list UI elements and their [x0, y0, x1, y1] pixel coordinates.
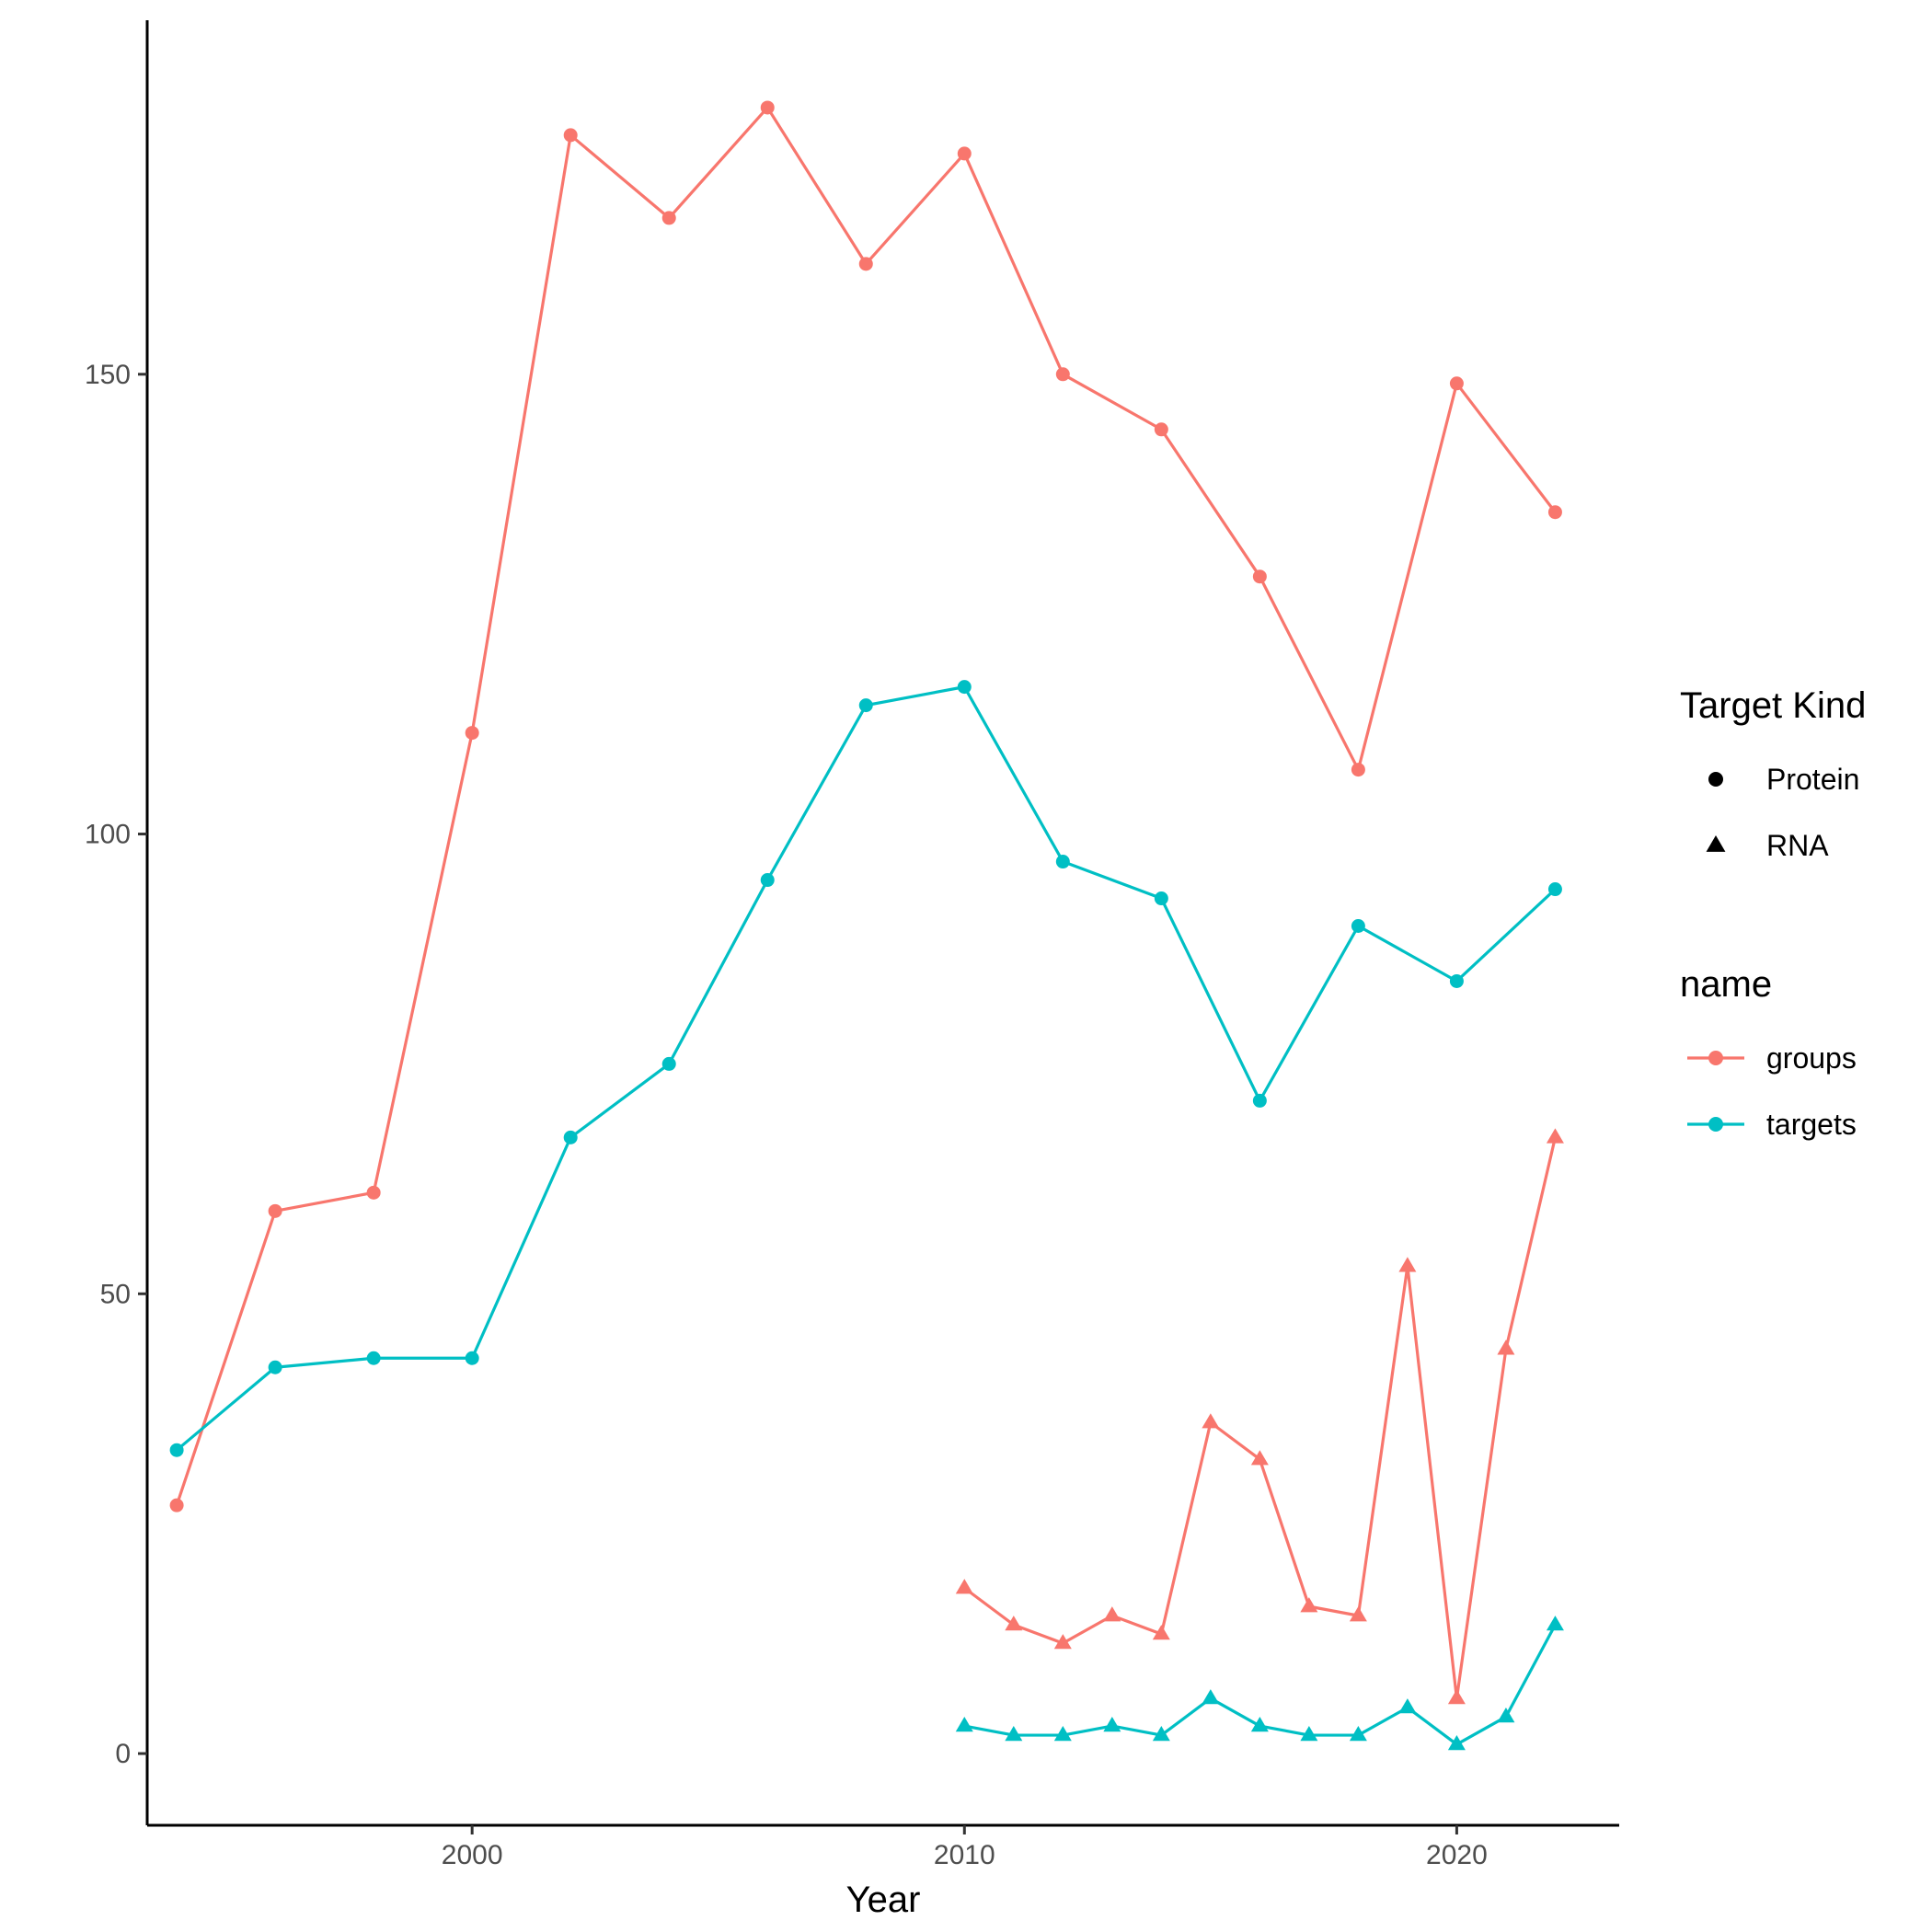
data-point-targets-rna-2018 [1349, 1726, 1367, 1742]
data-point-groups-protein-2016 [1252, 569, 1267, 584]
data-point-targets-protein-2016 [1252, 1093, 1267, 1108]
data-point-targets-protein-1996 [268, 1360, 282, 1374]
data-point-groups-protein-1998 [366, 1185, 381, 1200]
data-point-targets-protein-2008 [858, 698, 873, 713]
data-point-targets-rna-2011 [1005, 1726, 1023, 1742]
data-point-groups-protein-2002 [563, 128, 578, 143]
data-point-targets-rna-2017 [1300, 1726, 1318, 1742]
data-point-groups-protein-2014 [1154, 422, 1168, 437]
legend-label-groups: groups [1766, 1041, 1857, 1075]
legend-key-rna [1706, 835, 1726, 852]
data-point-groups-rna-2013 [1103, 1606, 1121, 1622]
plot-area [169, 100, 1564, 1751]
data-point-groups-rna-2018 [1349, 1606, 1367, 1622]
series-line-groups-rna [963, 1137, 1557, 1700]
y-tick-label-100: 100 [85, 820, 131, 850]
data-point-targets-rna-2020 [1447, 1735, 1466, 1751]
data-point-groups-protein-2008 [858, 257, 873, 271]
data-point-targets-rna-2022 [1546, 1616, 1564, 1631]
data-point-groups-rna-2012 [1053, 1634, 1072, 1650]
data-point-groups-rna-2019 [1398, 1257, 1417, 1272]
data-point-groups-rna-2022 [1546, 1128, 1564, 1144]
y-tick-label-50: 50 [100, 1279, 131, 1309]
data-point-groups-protein-2010 [957, 146, 972, 161]
y-tick-label-150: 150 [85, 360, 131, 390]
data-point-groups-protein-2004 [661, 211, 676, 225]
data-point-groups-rna-2017 [1300, 1597, 1318, 1613]
data-point-groups-rna-2020 [1447, 1689, 1466, 1705]
data-point-targets-rna-2010 [955, 1717, 973, 1732]
series-line-targets-protein [176, 685, 1557, 1452]
data-point-groups-protein-2022 [1547, 505, 1562, 520]
data-point-groups-protein-2000 [465, 726, 479, 741]
legend-label-protein: Protein [1766, 763, 1859, 796]
data-point-groups-protein-1996 [268, 1203, 282, 1218]
x-axis-title: Year [846, 1880, 921, 1920]
legend: Target Kind Protein RNA name groups targets [1680, 685, 1866, 1141]
data-point-targets-protein-2022 [1547, 882, 1562, 897]
legend-title-target-kind: Target Kind [1680, 685, 1866, 726]
data-point-targets-protein-2014 [1154, 891, 1168, 906]
legend-key-protein [1708, 772, 1723, 787]
legend-label-rna: RNA [1766, 829, 1829, 862]
data-point-targets-protein-2002 [563, 1130, 578, 1144]
data-point-groups-rna-2011 [1005, 1616, 1023, 1631]
data-point-groups-protein-2006 [760, 100, 775, 115]
legend-title-name: name [1680, 964, 1772, 1005]
x-tick-label-2000: 2000 [442, 1840, 503, 1870]
legend-key-groups [1708, 1051, 1723, 1065]
data-point-targets-rna-2012 [1053, 1726, 1072, 1742]
data-point-targets-protein-1998 [366, 1351, 381, 1365]
data-point-groups-rna-2016 [1250, 1450, 1269, 1466]
series-line-groups-protein [175, 106, 1557, 1506]
data-point-targets-protein-2010 [957, 680, 972, 695]
data-point-targets-rna-2013 [1103, 1717, 1121, 1732]
data-point-groups-protein-2020 [1449, 376, 1464, 391]
x-tick-label-2010: 2010 [934, 1840, 995, 1870]
data-point-targets-protein-2020 [1449, 973, 1464, 988]
data-point-targets-rna-2015 [1202, 1689, 1220, 1705]
data-point-targets-protein-2000 [465, 1351, 479, 1365]
data-point-targets-protein-2012 [1055, 855, 1070, 869]
data-point-targets-protein-2004 [661, 1056, 676, 1071]
data-point-targets-rna-2014 [1152, 1726, 1170, 1742]
data-point-groups-protein-1994 [169, 1498, 184, 1512]
data-point-groups-rna-2010 [955, 1579, 973, 1594]
data-point-targets-rna-2021 [1497, 1708, 1515, 1723]
data-point-groups-protein-2018 [1351, 763, 1365, 777]
axes: 0 50 100 150 2000 2010 2020 [85, 20, 1619, 1870]
data-point-groups-rna-2015 [1202, 1413, 1220, 1429]
data-point-targets-rna-2019 [1398, 1698, 1417, 1714]
data-point-targets-protein-1994 [169, 1443, 184, 1457]
data-point-targets-protein-2018 [1351, 918, 1365, 933]
legend-label-targets: targets [1766, 1108, 1857, 1141]
data-point-groups-rna-2021 [1497, 1340, 1515, 1355]
data-point-targets-rna-2016 [1250, 1717, 1269, 1732]
x-tick-label-2020: 2020 [1426, 1840, 1488, 1870]
data-point-groups-rna-2014 [1152, 1625, 1170, 1640]
data-point-groups-protein-2012 [1055, 367, 1070, 382]
data-point-targets-protein-2006 [760, 873, 775, 888]
legend-key-targets [1708, 1117, 1723, 1132]
y-tick-label-0: 0 [115, 1739, 131, 1769]
